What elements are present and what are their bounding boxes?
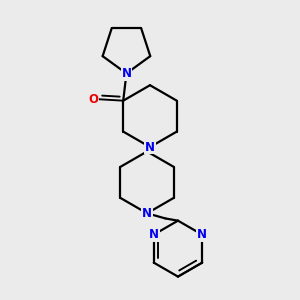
Text: N: N xyxy=(122,67,131,80)
Text: N: N xyxy=(149,228,159,241)
Text: N: N xyxy=(142,207,152,220)
Text: N: N xyxy=(149,228,159,241)
Text: N: N xyxy=(197,228,207,241)
Text: O: O xyxy=(88,93,98,106)
Text: N: N xyxy=(122,67,131,80)
Text: N: N xyxy=(142,207,152,220)
Text: N: N xyxy=(145,141,155,154)
Text: N: N xyxy=(145,141,155,154)
Text: N: N xyxy=(142,207,152,220)
Text: N: N xyxy=(145,141,155,154)
Text: N: N xyxy=(197,228,207,241)
Text: O: O xyxy=(88,93,98,106)
